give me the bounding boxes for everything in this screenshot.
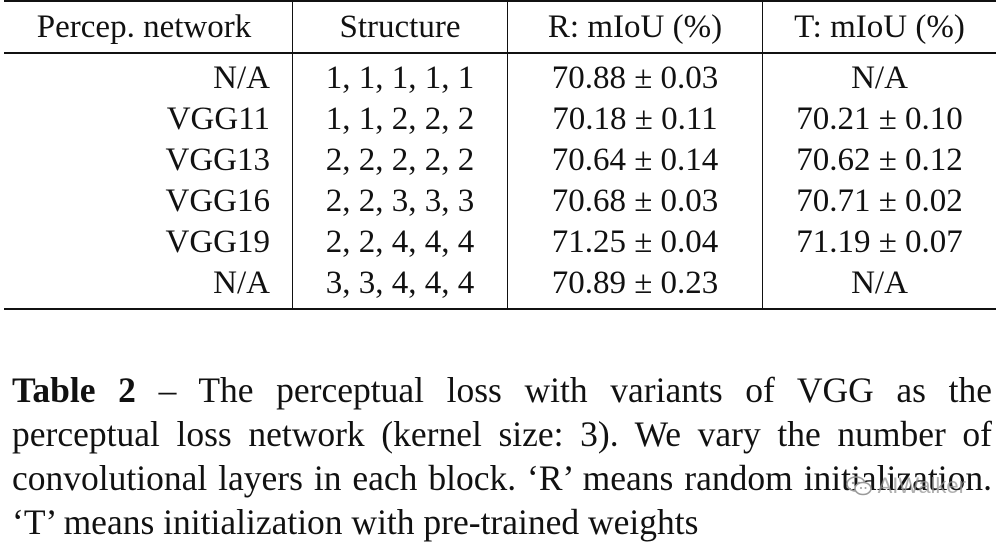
cell-network: VGG16 (165, 183, 271, 219)
cell-structure: 2, 2, 3, 3, 3 (292, 181, 508, 222)
cell-t-miou: N/A (762, 263, 996, 309)
watermark: AIWalker (845, 473, 966, 499)
cell-r-miou: 70.89 ± 0.23 (507, 263, 763, 309)
cell-network: VGG19 (165, 224, 271, 260)
table-caption: Table 2 – The perceptual loss with varia… (12, 368, 992, 544)
cell-r-miou: 71.25 ± 0.04 (507, 222, 763, 263)
table-row: VGG16 2, 2, 3, 3, 3 70.68 ± 0.03 70.71 ±… (4, 181, 996, 222)
cell-structure: 1, 1, 2, 2, 2 (292, 99, 508, 140)
table-row: N/A 1, 1, 1, 1, 1 70.88 ± 0.03 N/A (4, 53, 996, 99)
cell-structure: 2, 2, 2, 2, 2 (292, 140, 508, 181)
header-t-miou: T: mIoU (%) (762, 1, 996, 53)
caption-text: – The perceptual loss with variants of V… (12, 369, 992, 542)
table-row: VGG13 2, 2, 2, 2, 2 70.64 ± 0.14 70.62 ±… (4, 140, 996, 181)
cell-t-miou: 70.21 ± 0.10 (762, 99, 996, 140)
header-r-miou: R: mIoU (%) (507, 1, 763, 53)
cell-r-miou: 70.64 ± 0.14 (507, 140, 763, 181)
cell-t-miou: N/A (762, 53, 996, 99)
cell-r-miou: 70.68 ± 0.03 (507, 181, 763, 222)
caption-label: Table 2 (12, 369, 136, 410)
cell-r-miou: 70.88 ± 0.03 (507, 53, 763, 99)
wechat-icon (845, 476, 872, 496)
cell-t-miou: 71.19 ± 0.07 (762, 222, 996, 263)
header-network: Percep. network (36, 9, 252, 45)
cell-network: N/A (213, 265, 270, 301)
table-header-row: Percep. network Structure R: mIoU (%) T:… (4, 1, 996, 53)
results-table-container: Percep. network Structure R: mIoU (%) T:… (4, 0, 996, 310)
table-row: N/A 3, 3, 4, 4, 4 70.89 ± 0.23 N/A (4, 263, 996, 309)
table-row: VGG11 1, 1, 2, 2, 2 70.18 ± 0.11 70.21 ±… (4, 99, 996, 140)
table-row: VGG19 2, 2, 4, 4, 4 71.25 ± 0.04 71.19 ±… (4, 222, 996, 263)
results-table: Percep. network Structure R: mIoU (%) T:… (4, 0, 996, 310)
cell-structure: 1, 1, 1, 1, 1 (292, 53, 508, 99)
cell-network: VGG13 (165, 142, 271, 178)
cell-t-miou: 70.62 ± 0.12 (762, 140, 996, 181)
cell-structure: 3, 3, 4, 4, 4 (292, 263, 508, 309)
header-structure: Structure (292, 1, 508, 53)
cell-r-miou: 70.18 ± 0.11 (507, 99, 763, 140)
cell-structure: 2, 2, 4, 4, 4 (292, 222, 508, 263)
cell-network: VGG11 (166, 101, 270, 137)
cell-t-miou: 70.71 ± 0.02 (762, 181, 996, 222)
watermark-text: AIWalker (877, 473, 966, 498)
cell-network: N/A (213, 60, 270, 96)
